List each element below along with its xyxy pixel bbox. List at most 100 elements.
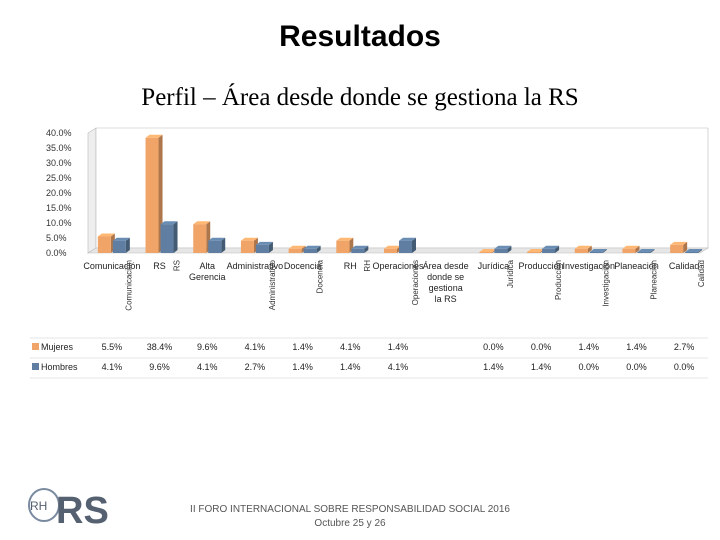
data-label: 1.4% bbox=[626, 342, 647, 352]
bar-hombres bbox=[160, 221, 178, 253]
bar-front bbox=[351, 248, 365, 253]
bar-top bbox=[494, 245, 512, 249]
bar-top bbox=[527, 249, 545, 252]
category-label: RH bbox=[344, 261, 357, 271]
data-label: 4.1% bbox=[102, 362, 123, 372]
bar-side bbox=[507, 245, 512, 253]
bar-hombres bbox=[208, 237, 226, 253]
bar-mujeres bbox=[670, 241, 688, 253]
bar-front bbox=[112, 240, 126, 253]
bar-top bbox=[685, 249, 703, 252]
data-label: 9.6% bbox=[197, 342, 218, 352]
category-label: Planeación bbox=[614, 261, 659, 271]
bar-side bbox=[364, 245, 369, 253]
bar-hombres bbox=[351, 245, 369, 253]
bar-mujeres bbox=[97, 233, 115, 253]
data-label: 9.6% bbox=[149, 362, 170, 372]
bar-front bbox=[670, 244, 684, 253]
bar-front bbox=[527, 252, 541, 253]
data-label: 0.0% bbox=[626, 362, 647, 372]
bar-hombres bbox=[685, 249, 703, 253]
data-label: 1.4% bbox=[483, 362, 504, 372]
bar-top bbox=[208, 237, 226, 241]
category-label-vertical: Comunicación bbox=[125, 260, 134, 311]
footer-event: II FORO INTERNACIONAL SOBRE RESPONSABILI… bbox=[190, 504, 510, 515]
bar-top bbox=[670, 241, 688, 245]
category-label: Operaciones bbox=[372, 261, 424, 271]
y-tick-label: 10.0% bbox=[46, 218, 72, 228]
bar-chart: 0.0% 5.0% 10.0% 15.0% 20.0% 25.0% 30.0% 35.0% 40… bbox=[30, 127, 710, 379]
slide-title: Resultados bbox=[279, 20, 441, 53]
bar-top bbox=[112, 237, 130, 241]
bar-mujeres bbox=[622, 245, 640, 253]
bar-front bbox=[288, 248, 302, 253]
bar-front bbox=[574, 248, 588, 253]
bar-top bbox=[255, 241, 273, 245]
bar-hombres bbox=[542, 245, 560, 253]
category-label-vertical: Producción bbox=[554, 260, 563, 300]
logo: RH RS bbox=[28, 488, 109, 530]
y-tick-label: 40.0% bbox=[46, 128, 72, 138]
bar-hombres bbox=[494, 245, 512, 253]
bar-side bbox=[698, 249, 703, 253]
bar-top bbox=[240, 237, 258, 241]
bar-hombres bbox=[637, 249, 655, 253]
bar-top bbox=[622, 245, 640, 249]
bar-side bbox=[650, 249, 655, 253]
category-label: Investigación bbox=[562, 261, 615, 271]
category-label: Calidad bbox=[669, 261, 700, 271]
bar-hombres bbox=[303, 245, 321, 253]
data-label: 4.1% bbox=[197, 362, 218, 372]
category-label: Producción bbox=[519, 261, 564, 271]
bar-mujeres bbox=[574, 245, 592, 253]
bar-top bbox=[384, 245, 401, 249]
bar-top bbox=[351, 245, 369, 249]
bar-front bbox=[542, 248, 556, 253]
side-wall bbox=[87, 127, 97, 254]
back-wall bbox=[95, 127, 709, 249]
bar-top bbox=[303, 245, 321, 249]
y-tick-label: 15.0% bbox=[46, 203, 72, 213]
data-label: 0.0% bbox=[531, 342, 552, 352]
legend-swatch bbox=[32, 343, 39, 350]
category-label: Docencia bbox=[284, 261, 322, 271]
category-label-vertical: Jurídica bbox=[506, 259, 515, 288]
bar-front bbox=[303, 248, 317, 253]
bar-front bbox=[240, 240, 254, 253]
category-label-vertical: Operaciones bbox=[411, 260, 420, 305]
bar-side bbox=[555, 245, 560, 253]
bar-top bbox=[145, 134, 163, 138]
bar-front bbox=[685, 252, 699, 253]
chart-subtitle: Perfil – Área desde donde se gestiona la… bbox=[141, 84, 579, 111]
bar-front bbox=[622, 248, 636, 253]
data-label: 1.4% bbox=[388, 342, 409, 352]
bar-side bbox=[587, 245, 592, 253]
bar-front bbox=[193, 224, 207, 253]
data-label: 0.0% bbox=[579, 362, 600, 372]
data-label: 5.5% bbox=[102, 342, 123, 352]
bar-mujeres bbox=[240, 237, 258, 253]
category-label: Administrativo bbox=[227, 261, 284, 271]
category-label: Jurídica bbox=[478, 261, 510, 271]
y-tick-label: 5.0% bbox=[46, 233, 67, 243]
bar-front bbox=[145, 137, 159, 253]
bar-front bbox=[160, 224, 174, 253]
bar-mujeres bbox=[336, 237, 354, 253]
bar-side bbox=[268, 241, 273, 253]
bar-front bbox=[384, 248, 397, 253]
bar-top bbox=[288, 245, 306, 249]
bar-side bbox=[316, 245, 321, 253]
bar-top bbox=[637, 249, 655, 252]
bar-top bbox=[589, 249, 607, 252]
bar-top bbox=[97, 233, 115, 237]
data-label: 38.4% bbox=[147, 342, 173, 352]
data-label: 2.7% bbox=[245, 362, 266, 372]
bar-side bbox=[635, 245, 640, 253]
logo-small-text: RH bbox=[30, 499, 47, 513]
data-label: 0.0% bbox=[483, 342, 504, 352]
data-label: 4.1% bbox=[388, 362, 409, 372]
category-label-vertical: Docencia bbox=[315, 259, 324, 293]
bar-hombres bbox=[589, 249, 607, 253]
bar-top bbox=[193, 221, 211, 225]
data-label: 0.0% bbox=[674, 362, 695, 372]
